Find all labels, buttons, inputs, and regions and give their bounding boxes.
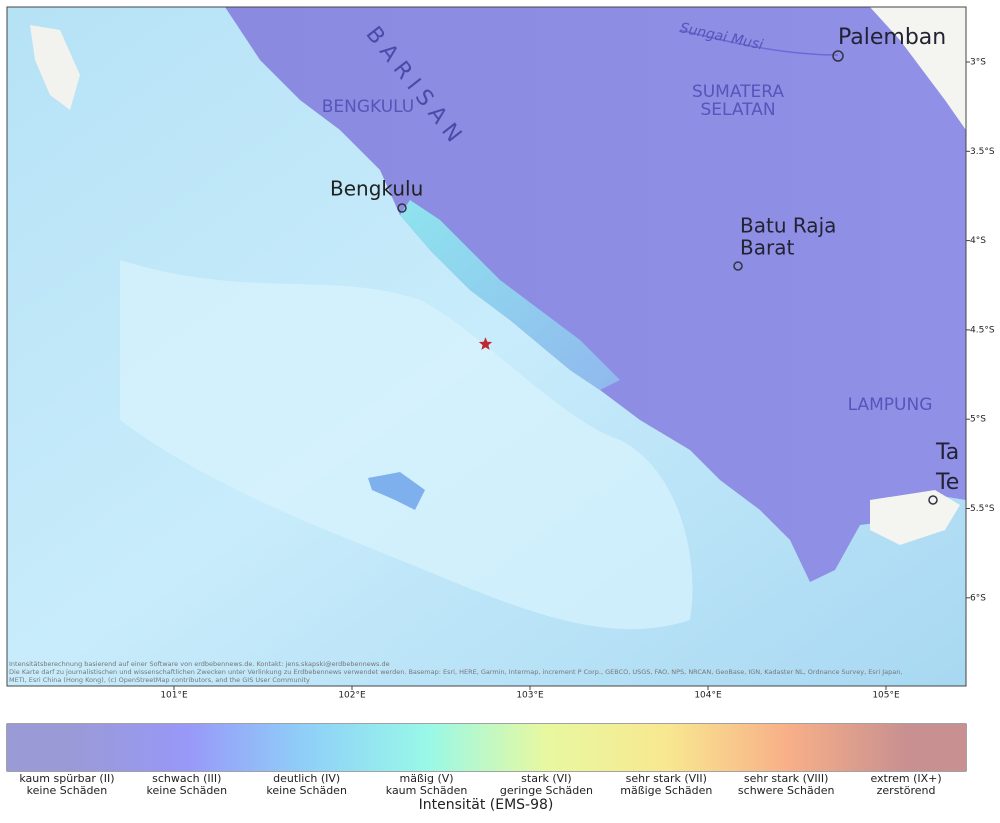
coastal-zone [400, 200, 620, 390]
legend-label: sehr stark (VIII) [744, 772, 829, 785]
island [368, 472, 425, 510]
legend-label: extrem (IX+) [870, 772, 941, 785]
island [30, 25, 80, 110]
legend-label: keine Schäden [27, 784, 108, 797]
city-marker [928, 495, 938, 505]
city-label: Bengkulu [330, 177, 423, 201]
lat-tick-label: 5.5°S [970, 504, 995, 514]
city-label: Barat [740, 236, 794, 260]
legend-label: mäßige Schäden [620, 784, 712, 797]
legend-label: keine Schäden [266, 784, 347, 797]
attribution: Die Karte darf zu journalistischen und w… [9, 668, 902, 676]
lat-tick-label: 3°S [970, 58, 986, 68]
region-label: BENGKULU [322, 97, 415, 117]
city-marker [397, 203, 407, 213]
land-outside [870, 490, 960, 545]
attribution: METI, Esri China (Hong Kong), (c) OpenSt… [9, 676, 310, 684]
lat-tick-label: 4.5°S [970, 325, 995, 335]
colorbar [7, 724, 966, 771]
lon-tick-label: 103°E [516, 691, 544, 701]
legend-label: stark (VI) [521, 772, 572, 785]
city-marker [733, 261, 743, 271]
legend-label: kaum spürbar (II) [19, 772, 114, 785]
lat-tick-label: 5°S [970, 415, 986, 425]
lat-tick-label: 4°S [970, 236, 986, 246]
city-label: Te [935, 470, 959, 495]
lon-tick-label: 104°E [694, 691, 722, 701]
legend-label: zerstörend [877, 784, 936, 797]
legend-label: schwach (III) [152, 772, 221, 785]
legend-label: schwere Schäden [738, 784, 835, 797]
region-label: SUMATERA [692, 82, 784, 102]
lat-tick-label: 3.5°S [970, 147, 995, 157]
map-frame [6, 6, 967, 687]
legend-label: keine Schäden [147, 784, 228, 797]
map-area [7, 7, 966, 686]
city-label: Batu Raja [740, 214, 836, 238]
lon-tick-label: 105°E [872, 691, 900, 701]
shelf [120, 260, 693, 630]
epicenter [478, 337, 493, 350]
city-label: Palemban [838, 25, 946, 50]
legend-label: deutlich (IV) [273, 772, 340, 785]
river [679, 29, 839, 56]
lon-tick-label: 101°E [160, 691, 188, 701]
city-marker [832, 50, 844, 62]
legend-title: Intensität (EMS-98) [419, 797, 554, 813]
legend-label: mäßig (V) [400, 772, 454, 785]
land-outside [870, 7, 966, 130]
city-label: Ta [935, 440, 959, 465]
lat-tick-label: 6°S [970, 593, 986, 603]
legend-label: geringe Schäden [500, 784, 593, 797]
land [225, 7, 966, 582]
attribution: Intensitätsberechnung basierend auf eine… [9, 660, 390, 668]
legend-label: sehr stark (VII) [626, 772, 707, 785]
legend-label: kaum Schäden [386, 784, 468, 797]
region-label: SELATAN [700, 100, 775, 120]
region-label: LAMPUNG [848, 395, 933, 415]
lon-tick-label: 102°E [338, 691, 366, 701]
